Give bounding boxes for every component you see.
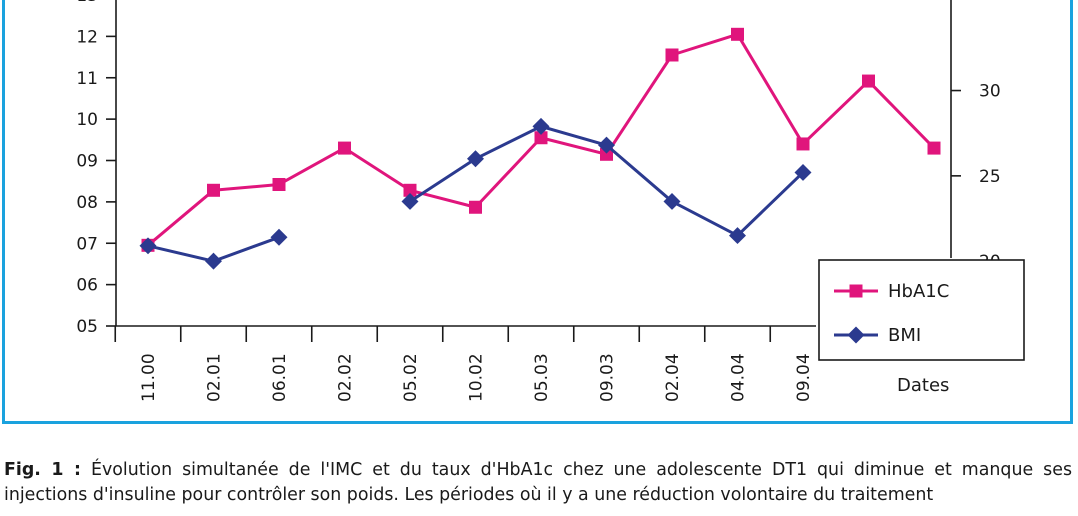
y-right-tick-label: 30 bbox=[979, 82, 1001, 102]
y-left-tick-label: 09 bbox=[76, 152, 98, 172]
chart: 05060708091011121320253011.0002.0106.010… bbox=[76, 0, 1025, 402]
point-bmi bbox=[270, 228, 288, 246]
figure-caption: Fig. 1 : Évolution simultanée de l'IMC e… bbox=[4, 458, 1072, 508]
y-left-tick-label: 12 bbox=[76, 27, 98, 47]
point-bmi bbox=[598, 136, 615, 154]
point-hba1c bbox=[862, 74, 875, 88]
figure-frame bbox=[2, 0, 1073, 424]
y-left-tick-label: 07 bbox=[76, 234, 98, 254]
point-bmi bbox=[794, 163, 812, 181]
caption-text: Évolution simultanée de l'IMC et du taux… bbox=[4, 460, 1073, 505]
point-hba1c bbox=[796, 137, 810, 151]
x-tick-label: 11.00 bbox=[139, 353, 159, 402]
y-left-tick-label: 11 bbox=[76, 69, 98, 89]
legend-box bbox=[818, 259, 1025, 361]
y-left-tick-label: 05 bbox=[76, 317, 98, 337]
legend-bmi-marker bbox=[847, 326, 865, 344]
x-tick-label: 02.04 bbox=[663, 353, 683, 402]
x-tick-label: 06.01 bbox=[270, 353, 290, 402]
legend-hba1c-label: HbA1C bbox=[888, 281, 949, 302]
legend-bmi-label: BMI bbox=[888, 325, 921, 346]
point-bmi bbox=[729, 227, 746, 245]
x-tick-label: 02.01 bbox=[205, 353, 225, 402]
x-tick-label: 04.04 bbox=[729, 353, 749, 402]
point-hba1c bbox=[207, 183, 220, 197]
y-left-tick-label: 10 bbox=[76, 110, 98, 130]
point-hba1c bbox=[927, 141, 941, 155]
point-hba1c bbox=[403, 183, 417, 197]
x-tick-label: 09.03 bbox=[598, 353, 618, 402]
x-tick-label: 02.02 bbox=[336, 353, 356, 402]
point-bmi bbox=[467, 150, 484, 168]
y-left-tick-label: 06 bbox=[76, 276, 98, 296]
point-hba1c bbox=[600, 147, 613, 161]
x-tick-label: 05.02 bbox=[401, 353, 421, 402]
y-left-tick-label: 08 bbox=[76, 193, 98, 213]
point-bmi bbox=[532, 117, 550, 135]
chart-legend: HbA1C BMI bbox=[818, 259, 1025, 361]
x-axis-title: Dates bbox=[897, 375, 949, 396]
x-tick-label: 05.03 bbox=[532, 353, 552, 402]
point-bmi bbox=[663, 192, 681, 210]
y-right-tick-label: 25 bbox=[979, 167, 1001, 187]
chart-axes: 05060708091011121320253011.0002.0106.010… bbox=[76, 0, 1001, 402]
x-tick-label: 10.02 bbox=[467, 353, 487, 402]
point-hba1c bbox=[272, 177, 286, 191]
chart-series bbox=[139, 27, 941, 270]
legend-hba1c-marker bbox=[849, 284, 863, 298]
point-bmi bbox=[205, 252, 222, 270]
point-hba1c bbox=[338, 141, 351, 155]
point-hba1c bbox=[469, 200, 482, 214]
point-hba1c bbox=[731, 27, 744, 41]
point-hba1c bbox=[534, 131, 548, 145]
point-bmi bbox=[401, 192, 419, 210]
caption-label: Fig. 1 : bbox=[4, 460, 81, 480]
x-tick-label: 09.04 bbox=[794, 353, 814, 402]
point-hba1c bbox=[665, 48, 679, 62]
y-left-tick-label: 13 bbox=[76, 0, 98, 6]
point-bmi bbox=[139, 237, 157, 255]
